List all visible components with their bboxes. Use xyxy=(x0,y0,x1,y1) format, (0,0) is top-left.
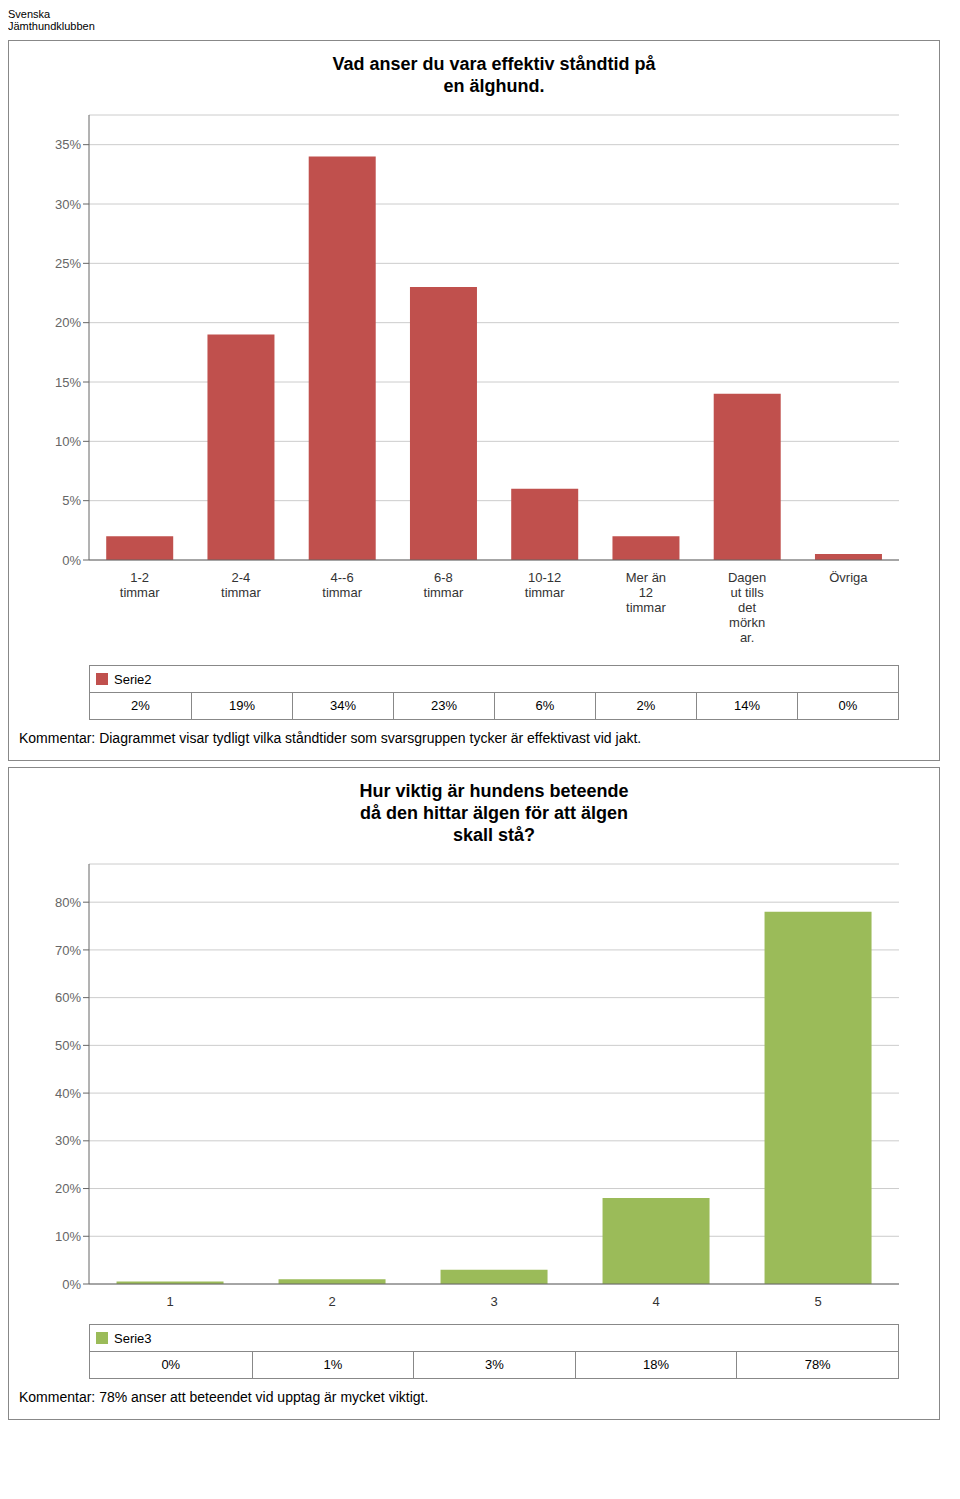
svg-text:Övriga: Övriga xyxy=(829,570,868,585)
html-text:Hur viktig är hundens beteende: Hur viktig är hundens beteende xyxy=(359,781,629,801)
html-text:23%: 23% xyxy=(431,698,457,713)
svg-text:5%: 5% xyxy=(62,493,81,508)
html-text:1%: 1% xyxy=(323,1357,343,1372)
html-text:Serie3: Serie3 xyxy=(114,1330,152,1346)
svg-text:20%: 20% xyxy=(55,1181,81,1196)
html-text:en älghund.: en älghund. xyxy=(443,76,545,96)
svg-text:Mer än12timmar: Mer än12timmar xyxy=(626,570,667,615)
svg-text:30%: 30% xyxy=(55,197,81,212)
html-text:skall stå?: skall stå? xyxy=(453,825,535,845)
svg-text:6-8timmar: 6-8timmar xyxy=(424,570,464,600)
svg-text:0%: 0% xyxy=(62,553,81,568)
svg-text:1: 1 xyxy=(166,1294,173,1309)
svg-text:15%: 15% xyxy=(55,375,81,390)
html-text:34%: 34% xyxy=(330,698,356,713)
html-text:18%: 18% xyxy=(643,1357,670,1372)
svg-text:40%: 40% xyxy=(55,1086,81,1101)
html-text:2%: 2% xyxy=(131,698,150,713)
svg-text:4: 4 xyxy=(652,1294,659,1309)
svg-text:35%: 35% xyxy=(55,137,81,152)
svg-text:10%: 10% xyxy=(55,1229,81,1244)
html-text:14%: 14% xyxy=(734,698,760,713)
svg-text:3: 3 xyxy=(490,1294,497,1309)
html-text:2%: 2% xyxy=(636,698,656,713)
html-text:Vad anser du vara effektiv stå: Vad anser du vara effektiv ståndtid på xyxy=(332,54,656,74)
svg-text:2: 2 xyxy=(328,1294,335,1309)
svg-text:0%: 0% xyxy=(62,1277,81,1292)
html-text:Serie2: Serie2 xyxy=(114,671,152,687)
html-text:Kommentar: Diagrammet visar ty: Kommentar: Diagrammet visar tydligt vilk… xyxy=(19,730,642,746)
svg-text:30%: 30% xyxy=(55,1133,81,1148)
html-text:Kommentar: 78% anser att betee: Kommentar: 78% anser att beteendet vid u… xyxy=(19,1389,429,1405)
html-text:6%: 6% xyxy=(535,698,555,713)
svg-text:10%: 10% xyxy=(55,434,81,449)
svg-text:5: 5 xyxy=(814,1294,821,1309)
svg-text:80%: 80% xyxy=(55,895,81,910)
svg-text:60%: 60% xyxy=(55,990,81,1005)
svg-text:Dagenut tillsdetmörknar.: Dagenut tillsdetmörknar. xyxy=(728,570,766,645)
svg-text:50%: 50% xyxy=(55,1038,81,1053)
html-text:Svenska: Svenska xyxy=(8,8,51,20)
html-text:3%: 3% xyxy=(485,1357,504,1372)
svg-text:70%: 70% xyxy=(55,943,81,958)
svg-text:1-2timmar: 1-2timmar xyxy=(120,570,160,600)
html-text:då den hittar älgen för att äl: då den hittar älgen för att älgen xyxy=(360,803,628,823)
svg-text:4--6timmar: 4--6timmar xyxy=(322,570,362,600)
svg-text:2-4timmar: 2-4timmar xyxy=(221,570,261,600)
html-text:Jämthundklubben: Jämthundklubben xyxy=(8,20,95,32)
html-text:0%: 0% xyxy=(161,1357,181,1372)
svg-text:10-12timmar: 10-12timmar xyxy=(525,570,565,600)
html-text:0%: 0% xyxy=(838,698,858,713)
html-text:19%: 19% xyxy=(229,698,255,713)
html-text:78%: 78% xyxy=(804,1357,831,1372)
svg-text:25%: 25% xyxy=(55,256,81,271)
svg-text:20%: 20% xyxy=(55,315,81,330)
